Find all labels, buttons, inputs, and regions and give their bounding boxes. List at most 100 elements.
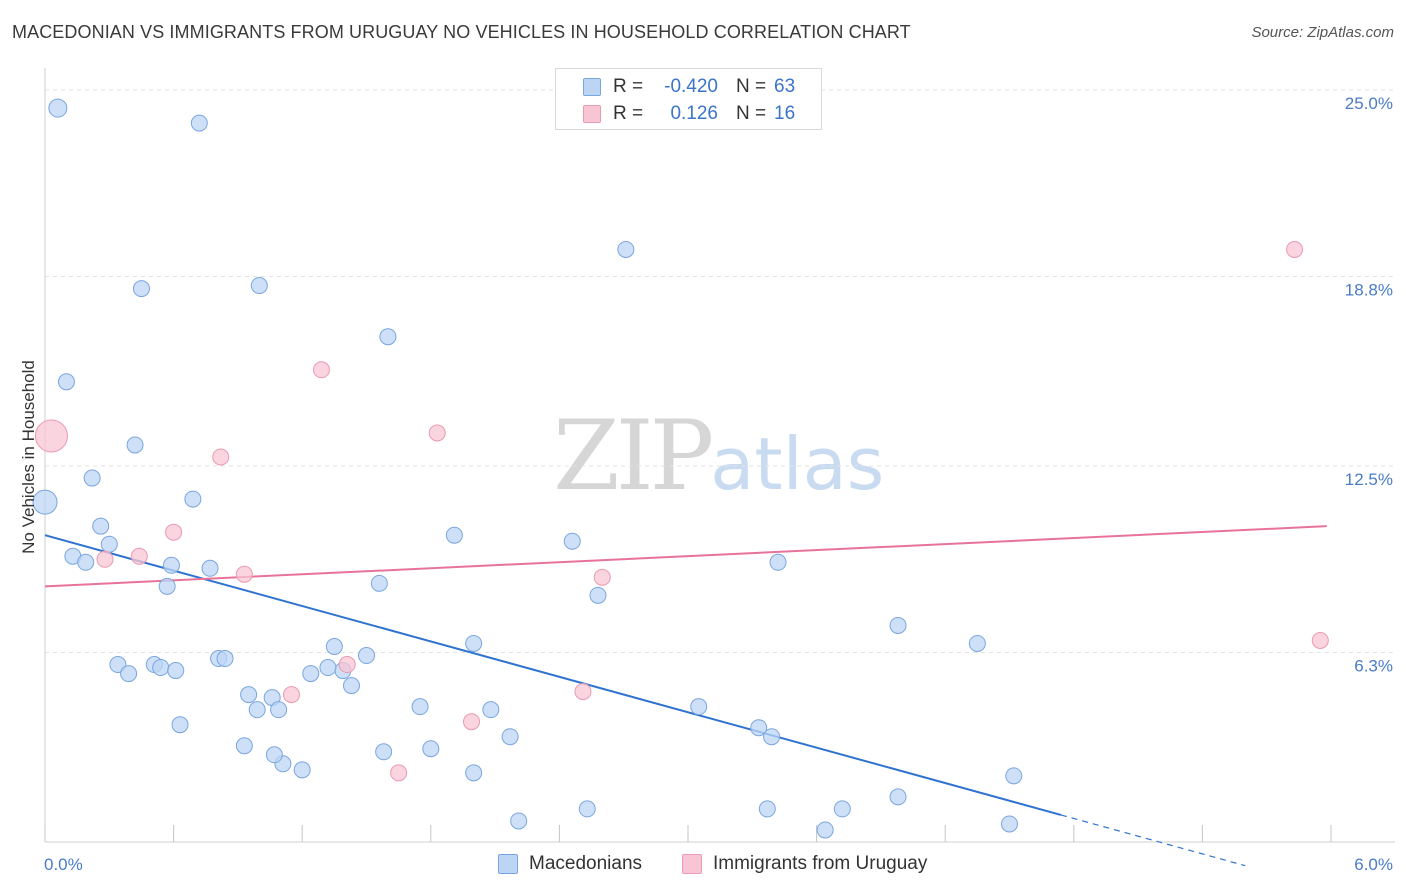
macedonian-point — [77, 553, 95, 571]
macedonian-point — [563, 532, 581, 550]
macedonian-point — [270, 701, 288, 719]
macedonian-point — [968, 634, 986, 652]
macedonian-point — [248, 701, 266, 719]
macedonian-point — [83, 469, 101, 487]
macedonian-point — [126, 436, 144, 454]
macedonian-point — [152, 659, 170, 677]
macedonian-point — [32, 489, 58, 515]
x-tick-label: 6.0% — [1354, 855, 1393, 874]
trend-lines — [44, 525, 1327, 867]
macedonian-point — [578, 800, 596, 818]
macedonian-point — [162, 556, 180, 574]
macedonian-point — [370, 574, 388, 592]
x-tick-label: 0.0% — [44, 855, 83, 874]
macedonian-point — [302, 665, 320, 683]
uruguay-swatch — [583, 105, 601, 123]
macedonian-point — [325, 637, 343, 655]
macedonian-point — [132, 280, 150, 298]
y-axis-title: No Vehicles in Household — [19, 360, 38, 554]
macedonian-point — [293, 761, 311, 779]
macedonian-point — [250, 277, 268, 295]
macedonian-point — [240, 686, 258, 704]
macedonian-point — [48, 98, 68, 118]
watermark: ZIPatlas — [553, 400, 884, 512]
macedonian-point — [201, 559, 219, 577]
macedonian-point — [465, 764, 483, 782]
macedonian-point — [690, 698, 708, 716]
uruguay-point — [338, 656, 356, 674]
macedonian-point — [92, 517, 110, 535]
n-value: 63 — [774, 76, 796, 97]
uruguay-point — [1311, 631, 1329, 649]
data-points — [32, 98, 1329, 839]
uruguay-point — [235, 565, 253, 583]
legend-label: Macedonians — [529, 853, 643, 874]
macedonian-point — [889, 616, 907, 634]
n-label: N = — [736, 103, 767, 124]
watermark-atlas: atlas — [710, 422, 885, 506]
source-note: Source: ZipAtlas.com — [1251, 24, 1394, 41]
r-label: R = — [613, 103, 644, 124]
uruguay-legend-swatch — [682, 854, 702, 874]
n-label: N = — [736, 76, 767, 97]
macedonian-point — [184, 490, 202, 508]
macedonian-point — [100, 535, 118, 553]
r-label: R = — [613, 76, 644, 97]
macedonians-legend-swatch — [498, 854, 518, 874]
macedonian-point — [465, 634, 483, 652]
macedonian-point — [758, 800, 776, 818]
macedonian-point — [375, 743, 393, 761]
macedonian-point — [235, 737, 253, 755]
macedonian-point — [1001, 815, 1018, 833]
macedonian-point — [617, 240, 635, 258]
axes — [44, 68, 1395, 843]
legend-label: Immigrants from Uruguay — [713, 853, 928, 874]
macedonian-point — [57, 373, 75, 391]
macedonian-point — [171, 716, 189, 734]
macedonian-point — [769, 553, 787, 571]
uruguay-point — [1286, 240, 1304, 258]
macedonian-point — [379, 328, 397, 346]
macedonian-point — [482, 701, 500, 719]
macedonian-point — [445, 526, 463, 544]
macedonian-point — [833, 800, 851, 818]
macedonian-point — [265, 746, 283, 764]
uruguay-point — [130, 547, 148, 565]
stats-legend-box: R = -0.420 N = 63 R = 0.126 N = 16 — [555, 68, 822, 130]
macedonian-point — [158, 577, 176, 595]
uruguay-point — [463, 713, 481, 731]
uruguay-point — [312, 361, 330, 379]
y-tick-label: 18.8% — [1345, 281, 1393, 300]
r-value: 0.126 — [670, 103, 718, 124]
macedonian-point — [319, 659, 337, 677]
macedonians-swatch — [583, 78, 601, 96]
macedonian-point — [501, 728, 519, 746]
legend: Macedonians Immigrants from Uruguay — [0, 852, 1406, 878]
uruguay-point — [390, 764, 408, 782]
macedonian-point — [358, 647, 375, 665]
n-value: 16 — [774, 103, 796, 124]
y-tick-label: 6.3% — [1354, 657, 1393, 676]
macedonian-point — [816, 821, 834, 839]
macedonian-point — [763, 728, 781, 746]
y-tick-label: 25.0% — [1345, 94, 1393, 113]
uruguay-point — [34, 419, 68, 453]
macedonian-point — [216, 650, 234, 668]
macedonians-trend-extension — [1060, 814, 1246, 867]
uruguay-point — [574, 683, 592, 701]
macedonian-point — [1005, 767, 1023, 785]
macedonians-trend-line — [44, 534, 1062, 816]
uruguay-point — [212, 448, 230, 466]
stats-row-uruguay: R = 0.126 N = 16 — [556, 101, 821, 129]
macedonian-point — [120, 665, 138, 683]
stats-row-macedonians: R = -0.420 N = 63 — [556, 74, 821, 102]
macedonian-point — [422, 740, 440, 758]
macedonian-point — [750, 719, 768, 737]
chart-title: MACEDONIAN VS IMMIGRANTS FROM URUGUAY NO… — [12, 22, 911, 42]
macedonian-point — [411, 698, 429, 716]
uruguay-point — [593, 568, 611, 586]
uruguay-point — [428, 424, 446, 442]
macedonian-point — [510, 812, 528, 830]
uruguay-point — [96, 550, 114, 568]
